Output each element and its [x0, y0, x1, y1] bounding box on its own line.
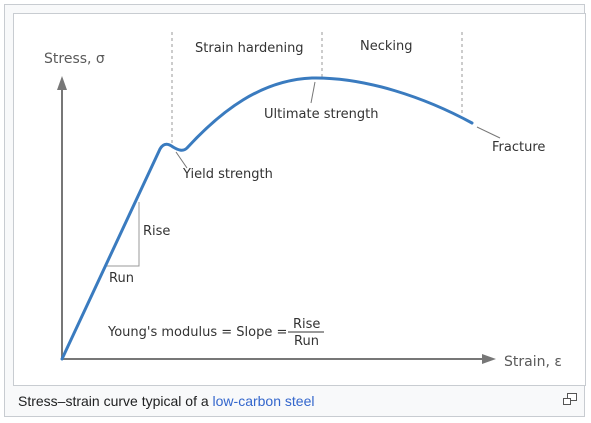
necking-label: Necking	[360, 39, 413, 54]
run-label: Run	[109, 271, 134, 286]
strain-hardening-label: Strain hardening	[195, 41, 304, 56]
fracture-label: Fracture	[492, 140, 545, 155]
magnify-clip-icon[interactable]	[562, 391, 578, 407]
ultimate-strength-label: Ultimate strength	[264, 107, 378, 122]
figure-thumbnail: Stress, σ Strain, ε Strain hardening Nec…	[4, 4, 586, 417]
stress-strain-curve	[60, 76, 474, 361]
youngs-modulus-formula: Young's modulus = Slope =	[107, 325, 287, 340]
formula-denominator: Run	[294, 334, 319, 349]
diagram-svg: Stress, σ Strain, ε Strain hardening Nec…	[44, 32, 562, 370]
slope-triangle	[104, 202, 140, 267]
formula-numerator: Rise	[293, 317, 320, 332]
fracture-leader-line	[476, 126, 501, 139]
yield-leader-line	[175, 151, 188, 169]
y-axis-label: Stress, σ	[44, 51, 105, 67]
yield-strength-label: Yield strength	[182, 167, 273, 182]
low-carbon-steel-link[interactable]: low-carbon steel	[212, 393, 315, 409]
rise-label: Rise	[143, 224, 170, 239]
caption-text: Stress–strain curve typical of a	[18, 393, 213, 409]
figure-caption: Stress–strain curve typical of a low-car…	[18, 391, 538, 411]
x-axis-label: Strain, ε	[504, 354, 562, 370]
x-axis-arrowhead	[482, 354, 496, 364]
ultimate-leader-line	[310, 81, 316, 104]
y-axis-arrowhead	[57, 76, 67, 90]
stress-strain-diagram[interactable]: Stress, σ Strain, ε Strain hardening Nec…	[13, 13, 586, 386]
